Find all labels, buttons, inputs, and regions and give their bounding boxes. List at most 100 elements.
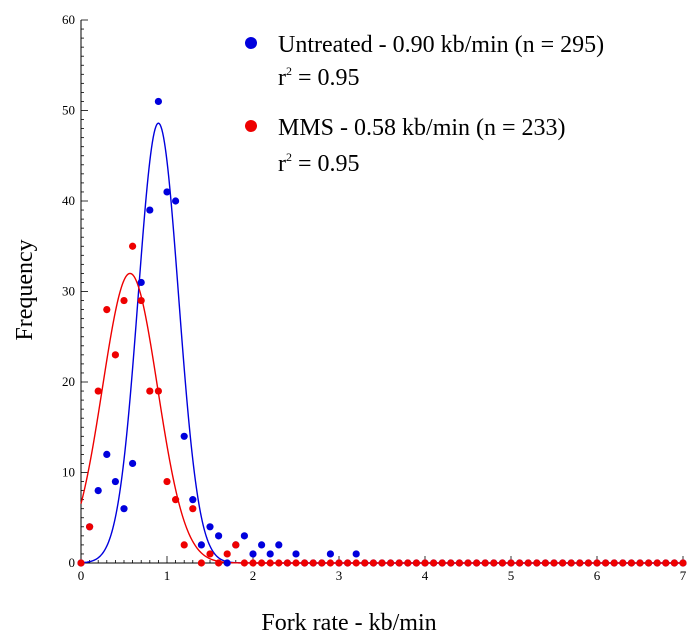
point-mms xyxy=(197,559,205,567)
point-mms xyxy=(464,559,472,567)
point-untreated xyxy=(292,550,300,558)
point-mms xyxy=(154,387,162,395)
point-mms xyxy=(679,559,687,567)
point-untreated xyxy=(111,477,119,486)
point-mms xyxy=(559,559,567,567)
point-mms xyxy=(344,559,352,567)
point-untreated xyxy=(258,541,266,549)
point-mms xyxy=(189,505,197,513)
point-mms xyxy=(670,559,679,567)
point-mms xyxy=(490,559,498,567)
point-mms xyxy=(206,550,214,558)
legend-marker-untreated xyxy=(245,37,257,49)
x-tick-label: 4 xyxy=(422,568,429,583)
point-untreated xyxy=(240,532,248,540)
point-mms xyxy=(610,559,618,567)
legend-r2-untreated-sup: 2 xyxy=(286,64,292,78)
point-mms xyxy=(249,559,257,567)
fit-curves xyxy=(80,122,683,564)
point-mms xyxy=(258,559,266,567)
point-untreated xyxy=(275,541,283,549)
point-mms xyxy=(550,559,558,567)
point-mms xyxy=(602,559,610,567)
legend-r2-mms-r: r xyxy=(278,151,286,177)
point-mms xyxy=(387,559,395,567)
point-mms xyxy=(627,559,636,567)
legend: Untreated - 0.90 kb/min (n = 295) r2 = 0… xyxy=(245,32,604,177)
point-mms xyxy=(593,559,601,567)
point-mms xyxy=(361,559,369,567)
point-mms xyxy=(103,306,111,314)
point-mms xyxy=(438,559,446,567)
point-untreated xyxy=(129,459,137,468)
point-mms xyxy=(283,559,291,567)
x-tick-label: 3 xyxy=(336,568,343,583)
x-tick-label: 5 xyxy=(508,568,515,583)
point-mms xyxy=(507,559,515,567)
point-mms xyxy=(447,559,455,567)
point-mms xyxy=(395,559,403,567)
point-mms xyxy=(541,559,550,567)
point-mms xyxy=(421,559,429,567)
point-mms xyxy=(369,559,377,567)
point-untreated xyxy=(206,523,214,531)
point-untreated xyxy=(266,550,274,558)
point-mms xyxy=(584,559,593,567)
point-untreated xyxy=(326,550,334,558)
x-tick-label: 6 xyxy=(594,568,601,583)
point-mms xyxy=(645,559,653,567)
point-mms xyxy=(636,559,644,567)
legend-r2-mms-value: = 0.95 xyxy=(292,151,360,177)
point-untreated xyxy=(163,188,171,196)
point-untreated xyxy=(120,505,128,513)
point-mms xyxy=(404,559,412,567)
point-mms xyxy=(662,559,670,567)
point-untreated xyxy=(154,97,162,106)
point-mms xyxy=(318,559,326,567)
point-untreated xyxy=(223,559,231,567)
point-mms xyxy=(473,559,481,567)
point-mms xyxy=(275,559,283,567)
fit-curve-mms xyxy=(80,272,683,564)
point-untreated xyxy=(215,532,223,540)
point-mms xyxy=(301,559,309,567)
y-tick-label: 20 xyxy=(62,374,75,389)
point-mms xyxy=(516,559,524,567)
point-mms xyxy=(146,387,154,395)
point-untreated xyxy=(172,197,180,205)
point-mms xyxy=(619,559,627,567)
x-tick-label: 7 xyxy=(680,568,687,583)
legend-label-untreated: Untreated - 0.90 kb/min (n = 295) xyxy=(278,32,604,58)
point-untreated xyxy=(189,496,197,504)
point-mms xyxy=(240,559,248,567)
point-mms xyxy=(412,559,420,567)
y-tick-label: 40 xyxy=(62,193,75,208)
point-mms xyxy=(292,559,300,567)
point-untreated xyxy=(137,278,145,287)
point-mms xyxy=(111,351,119,359)
point-mms xyxy=(576,559,584,567)
legend-label-mms: MMS - 0.58 kb/min (n = 233) xyxy=(278,115,566,141)
x-axis-title: Fork rate - kb/min xyxy=(261,610,436,636)
point-mms xyxy=(352,559,360,567)
y-tick-label: 30 xyxy=(62,284,75,299)
x-tick-label: 1 xyxy=(164,568,171,583)
point-mms xyxy=(335,559,343,567)
y-tick-label: 10 xyxy=(62,465,75,480)
legend-marker-mms xyxy=(245,120,257,132)
point-mms xyxy=(430,559,438,567)
point-mms xyxy=(223,550,231,558)
point-mms xyxy=(567,559,575,567)
point-untreated xyxy=(197,541,205,549)
point-mms xyxy=(172,496,180,504)
point-untreated xyxy=(146,206,154,214)
legend-r2-mms: r2 = 0.95 xyxy=(278,150,360,177)
point-untreated xyxy=(180,432,188,440)
point-mms xyxy=(533,559,541,567)
point-mms xyxy=(163,477,171,486)
point-mms xyxy=(326,559,334,567)
point-mms xyxy=(378,559,386,567)
point-mms xyxy=(653,559,661,567)
y-tick-label: 60 xyxy=(62,12,75,27)
